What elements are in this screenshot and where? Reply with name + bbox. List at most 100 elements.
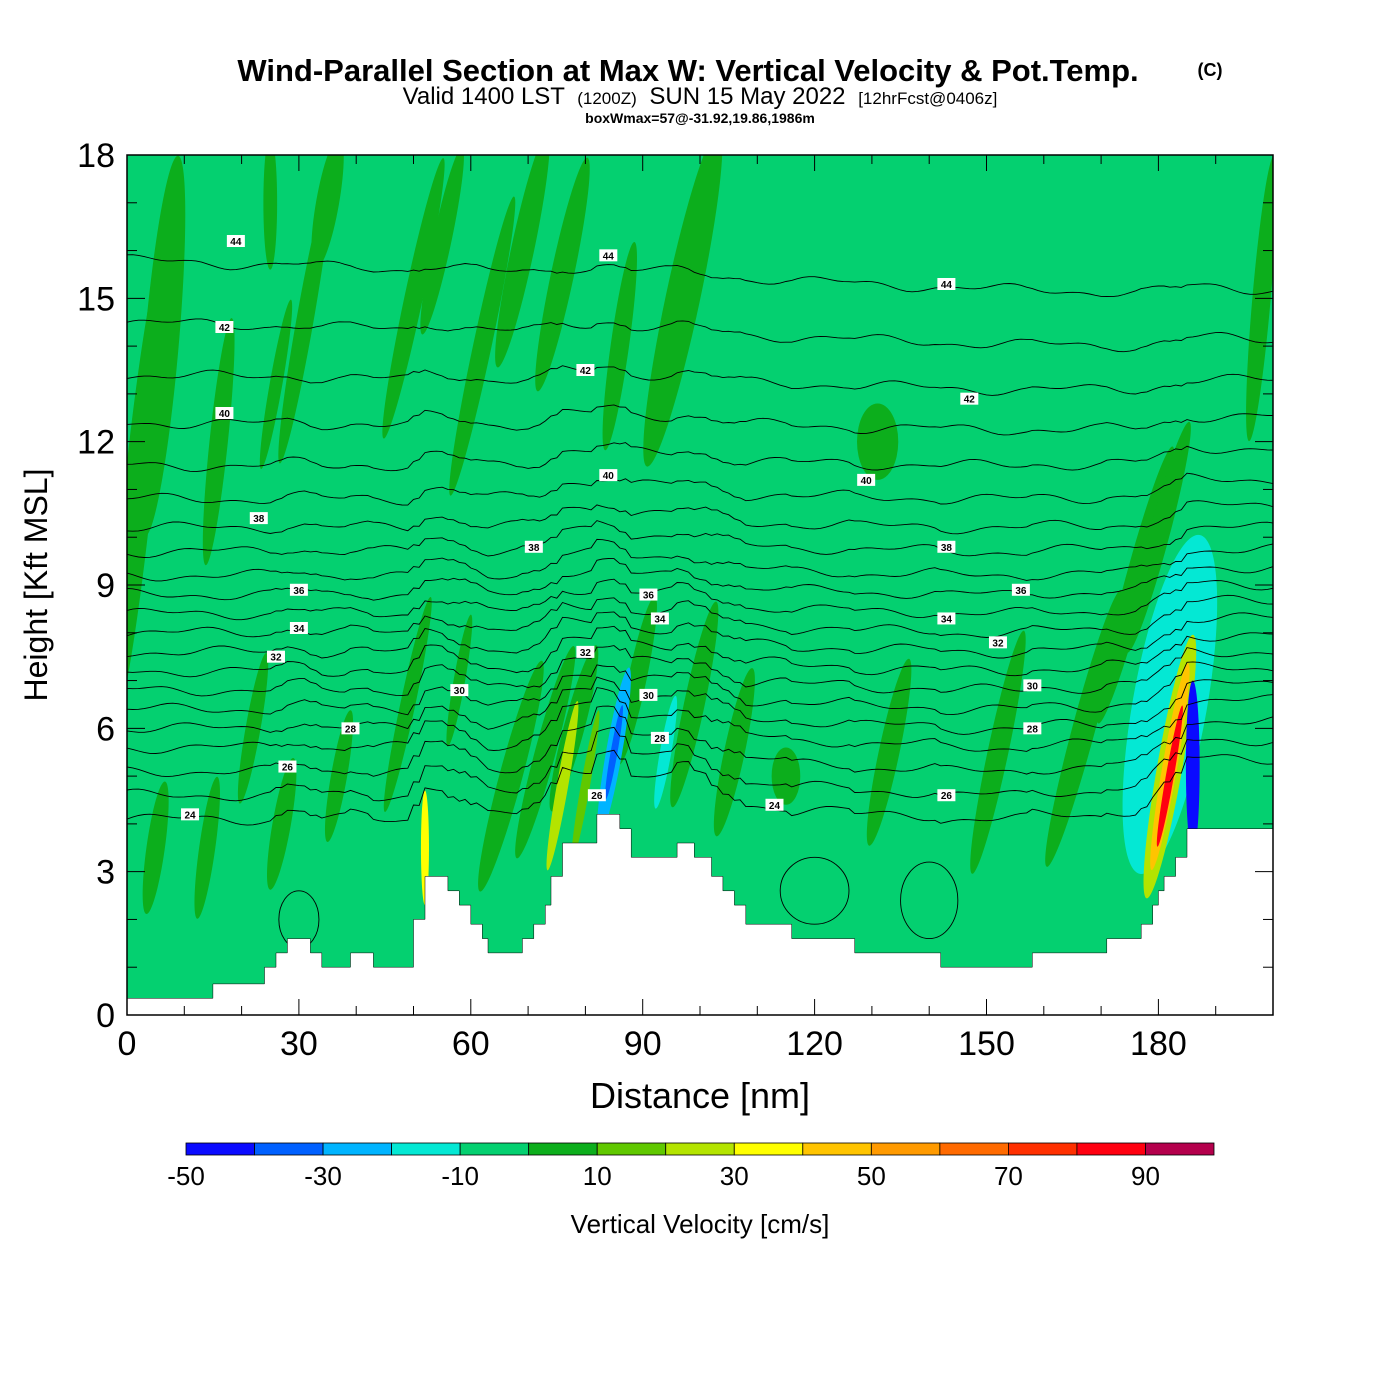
isentrope-label-text: 42 [964,395,976,406]
valid-time: Valid 1400 LST [403,83,566,110]
velocity-cell [571,710,600,861]
colorbar: -50 -30 -10 10 30 50 70 90 [167,1142,1215,1191]
velocity-cell [202,318,235,566]
isentrope-line [127,404,1273,436]
velocity-cell [449,196,516,496]
x-tick-label: 120 [786,1025,843,1063]
isentrope-label: 38 [524,540,543,554]
velocity-cell [263,155,278,270]
isentrope-line [127,442,1273,473]
isentrope-label-text: 44 [603,251,615,262]
isentrope-label: 30 [450,684,469,697]
isentrope-label-text: 34 [293,624,305,635]
isentrope-line [127,726,1273,802]
y-tick-label: 15 [77,280,115,318]
isentrope-line [127,676,1273,735]
velocity-cell [670,601,719,808]
forecast-info: [12hrFcst@0406z] [858,89,997,108]
isentrope-label-text: 40 [861,476,873,487]
x-tick-label: 90 [624,1025,662,1063]
colorbar-swatch [1145,1142,1215,1156]
velocity-cell [194,776,220,919]
isentrope-label-text: 28 [654,734,666,745]
velocity-cell [771,747,801,805]
isentrope-label: 32 [266,650,285,664]
isentrope-label-text: 40 [603,471,615,482]
isentrope-label-text: 24 [769,801,781,812]
velocity-cell [1125,421,1191,653]
isentrope-label: 36 [1011,583,1030,597]
colorbar-tick-label: 70 [994,1161,1023,1191]
x-tick-label: 0 [118,1025,137,1063]
colorbar-swatch [939,1142,1009,1156]
velocity-fills [127,155,1273,919]
isentrope-label: 26 [937,789,956,802]
colorbar-swatch [185,1142,255,1156]
isentrope-label: 26 [278,760,297,774]
colorbar-swatch [1008,1142,1078,1156]
isentrope-label: 42 [960,392,979,406]
colorbar-swatch [802,1142,872,1156]
velocity-cell [1045,589,1123,867]
colorbar-swatch [528,1142,598,1156]
colorbar-tick-label: -50 [167,1161,205,1191]
chart-title: Wind-Parallel Section at Max W: Vertical… [237,53,1138,88]
isentrope-line [127,578,1273,621]
velocity-cell [383,596,432,812]
isentrope-labels: 44 44 44 42 42 42 40 40 40 38 38 38 36 36 36 34 34 34 32 32… [181,235,1042,821]
velocity-cell [970,630,1026,874]
velocity-cell [311,155,344,269]
y-axis-label: Height [Kft MSL] [18,469,54,702]
isentrope-label: 40 [857,473,876,487]
isentrope-label: 28 [341,722,360,735]
isentrope-label: 44 [226,235,245,248]
isentrope-label: 44 [937,278,956,291]
x-axis: 0 30 60 90 120 150 180 [118,155,1274,1063]
isentrope-label-text: 36 [643,591,655,602]
isentrope-label-text: 44 [941,280,953,291]
isentrope-label-text: 26 [282,763,294,774]
terrain-mask [127,814,1273,1015]
isentrope-label: 42 [576,364,595,377]
isentrope-line [779,856,850,925]
isentrope-line [127,538,1273,582]
colorbar-swatch [665,1142,735,1156]
y-tick-label: 6 [96,710,115,748]
isentrope-label: 40 [215,407,234,420]
isentrope-line [127,594,1273,638]
isentrope-line [127,705,1273,778]
y-tick-label: 18 [77,137,115,175]
isentrope-line [127,254,1273,298]
x-tick-label: 150 [958,1025,1015,1063]
isentrope-label: 24 [181,808,200,821]
isentrope-line [127,749,1273,826]
isentrope-label-text: 34 [654,614,666,625]
velocity-cell [515,646,576,859]
x-tick-label: 30 [280,1025,318,1063]
velocity-cell [420,155,464,335]
colorbar-swatch [254,1142,324,1156]
y-tick-label: 9 [96,567,115,605]
isentrope-label: 38 [937,540,956,554]
isentrope-label: 24 [765,798,784,812]
velocity-cell [324,710,354,842]
velocity-cell [142,781,169,915]
isentrope-line [127,645,1273,697]
isentrope-label-text: 28 [1027,724,1039,735]
velocity-cell [1185,680,1200,853]
isentrope-label: 38 [249,512,268,525]
isentrope-label: 30 [1023,679,1042,692]
velocity-cell [137,155,186,537]
isentrope-label: 34 [937,612,956,625]
velocity-cell [605,705,624,800]
isentrope-line [900,861,959,940]
velocity-cell [382,158,445,439]
y-tick-label: 3 [96,854,115,892]
isentrope-label-text: 40 [219,409,231,420]
colorbar-tick-label: 90 [1131,1161,1160,1191]
isentrope-label-text: 26 [591,791,603,802]
colorbar-swatch [322,1142,393,1156]
isentrope-line [127,318,1273,353]
colorbar-swatch [596,1142,667,1156]
